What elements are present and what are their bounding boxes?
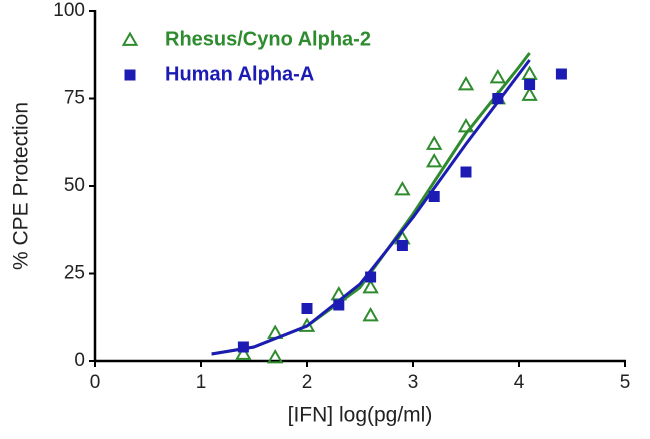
point-square bbox=[460, 166, 472, 178]
point-square bbox=[492, 93, 504, 104]
x-tick-label: 0 bbox=[90, 372, 101, 393]
y-tick-label: 0 bbox=[74, 350, 85, 371]
point-triangle bbox=[362, 278, 379, 294]
point-triangle bbox=[235, 345, 252, 360]
fit-curve bbox=[211, 59, 531, 356]
point-triangle bbox=[266, 348, 284, 364]
point-triangle bbox=[425, 135, 443, 150]
point-square bbox=[237, 341, 249, 353]
y-tick-label: 50 bbox=[64, 175, 85, 196]
x-tick-label: 4 bbox=[514, 372, 525, 393]
y-tick-label: 25 bbox=[64, 263, 85, 284]
point-triangle bbox=[121, 31, 139, 46]
point-square bbox=[333, 299, 345, 311]
x-tick-label: 1 bbox=[196, 372, 207, 393]
point-square bbox=[428, 191, 440, 202]
legend-label: Rhesus/Cyno Alpha-2 bbox=[165, 28, 371, 50]
point-square bbox=[365, 271, 377, 283]
point-square bbox=[301, 303, 313, 314]
point-triangle bbox=[425, 152, 443, 168]
point-square bbox=[124, 69, 136, 81]
y-axis-label: % CPE Protection bbox=[10, 102, 33, 270]
point-triangle bbox=[489, 68, 507, 84]
point-square bbox=[524, 79, 536, 90]
legend-label: Human Alpha-A bbox=[165, 63, 314, 85]
point-square bbox=[396, 240, 408, 251]
x-axis-label: [IFN] log(pg/ml) bbox=[288, 404, 433, 427]
point-triangle bbox=[521, 86, 538, 101]
point-square bbox=[555, 68, 567, 80]
point-triangle bbox=[457, 75, 475, 91]
point-triangle bbox=[362, 306, 379, 322]
x-tick-label: 3 bbox=[408, 372, 419, 393]
point-triangle bbox=[457, 117, 475, 133]
point-triangle bbox=[394, 180, 411, 196]
x-tick-label: 5 bbox=[620, 372, 631, 393]
x-tick-label: 2 bbox=[302, 372, 313, 393]
y-tick-label: 100 bbox=[53, 0, 85, 21]
y-tick-label: 75 bbox=[64, 88, 85, 109]
point-triangle bbox=[521, 65, 538, 80]
